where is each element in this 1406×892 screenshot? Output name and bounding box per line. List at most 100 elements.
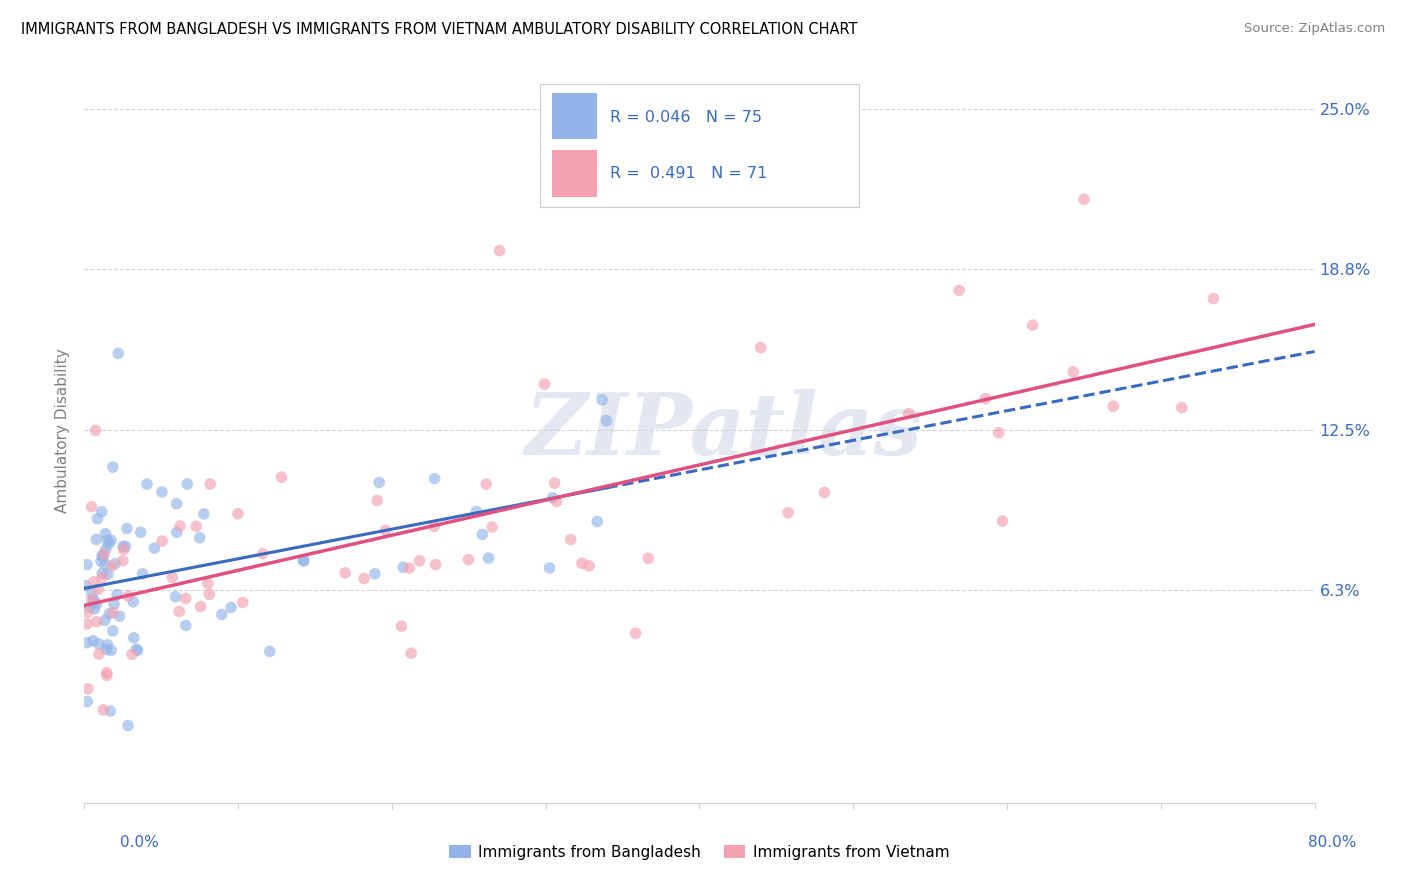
Point	[374, 524, 396, 538]
Point	[571, 556, 593, 570]
Point	[167, 604, 190, 618]
Point	[112, 540, 135, 554]
Point	[86, 615, 108, 629]
Point	[91, 549, 114, 563]
Point	[897, 407, 920, 421]
Point	[270, 470, 292, 484]
Point	[125, 642, 148, 657]
Point	[104, 557, 127, 571]
Point	[76, 694, 98, 708]
Point	[1021, 318, 1043, 333]
Point	[533, 377, 555, 392]
Point	[122, 631, 145, 645]
Point	[150, 485, 173, 500]
Point	[96, 638, 118, 652]
Point	[488, 244, 510, 258]
Point	[226, 507, 249, 521]
Point	[80, 500, 103, 514]
Point	[76, 558, 98, 572]
Point	[97, 537, 120, 551]
Point	[169, 519, 191, 533]
Text: ZIPatlas: ZIPatlas	[524, 389, 924, 472]
Point	[83, 574, 105, 589]
Point	[546, 494, 568, 508]
Point	[471, 527, 494, 541]
Point	[974, 392, 997, 406]
Point	[252, 547, 274, 561]
Y-axis label: Ambulatory Disability: Ambulatory Disability	[55, 348, 70, 513]
Point	[595, 414, 617, 428]
Point	[200, 477, 222, 491]
Point	[193, 507, 215, 521]
Point	[117, 718, 139, 732]
Point	[100, 533, 122, 548]
Point	[107, 346, 129, 360]
Point	[108, 609, 131, 624]
Point	[541, 491, 564, 505]
Point	[94, 614, 117, 628]
Point	[122, 595, 145, 609]
Point	[174, 591, 197, 606]
Point	[80, 592, 103, 607]
Legend: Immigrants from Bangladesh, Immigrants from Vietnam: Immigrants from Bangladesh, Immigrants f…	[443, 838, 956, 866]
Point	[465, 505, 488, 519]
Point	[1073, 192, 1095, 206]
Point	[98, 607, 121, 621]
Point	[90, 505, 112, 519]
Point	[176, 477, 198, 491]
Point	[117, 589, 139, 603]
Point	[190, 599, 212, 614]
Point	[87, 637, 110, 651]
Point	[83, 592, 105, 607]
Point	[399, 646, 422, 660]
Point	[991, 514, 1014, 528]
Point	[103, 597, 125, 611]
Point	[392, 560, 415, 574]
Point	[90, 554, 112, 568]
Point	[94, 557, 117, 571]
Point	[121, 648, 143, 662]
Point	[82, 633, 104, 648]
Point	[813, 485, 835, 500]
Point	[1171, 401, 1194, 415]
Point	[174, 618, 197, 632]
Point	[76, 605, 98, 619]
Point	[578, 558, 600, 573]
Point	[76, 617, 98, 632]
Point	[86, 511, 108, 525]
Point	[423, 519, 446, 533]
Point	[101, 559, 124, 574]
Point	[94, 526, 117, 541]
Point	[150, 534, 173, 549]
Point	[84, 423, 107, 437]
Point	[76, 681, 98, 696]
Text: 0.0%: 0.0%	[120, 836, 159, 850]
Point	[219, 600, 242, 615]
Point	[91, 566, 114, 581]
Point	[292, 553, 315, 567]
Point	[481, 520, 503, 534]
Point	[408, 554, 430, 568]
Point	[80, 586, 103, 600]
Point	[364, 566, 387, 581]
Point	[96, 642, 118, 657]
Point	[114, 540, 136, 554]
Point	[127, 643, 149, 657]
Point	[366, 493, 388, 508]
Point	[188, 531, 211, 545]
Point	[101, 606, 124, 620]
Point	[162, 570, 184, 584]
Point	[96, 533, 118, 548]
Point	[111, 554, 134, 568]
Point	[86, 597, 108, 611]
Point	[115, 521, 138, 535]
Point	[475, 477, 498, 491]
Text: IMMIGRANTS FROM BANGLADESH VS IMMIGRANTS FROM VIETNAM AMBULATORY DISABILITY CORR: IMMIGRANTS FROM BANGLADESH VS IMMIGRANTS…	[21, 22, 858, 37]
Point	[1202, 292, 1225, 306]
Point	[79, 600, 101, 615]
Point	[101, 624, 124, 638]
Point	[143, 541, 166, 556]
Point	[1102, 399, 1125, 413]
Point	[457, 552, 479, 566]
Point	[333, 566, 356, 580]
